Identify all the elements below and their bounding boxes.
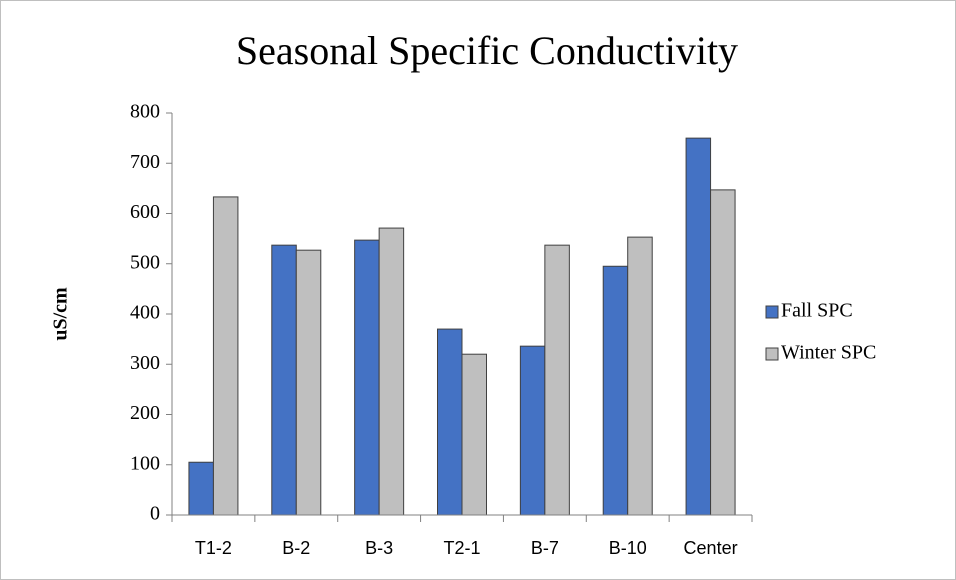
- bar: [710, 189, 736, 516]
- bar: [354, 239, 380, 516]
- y-tick-label: 800: [130, 101, 160, 123]
- bar: [544, 244, 570, 516]
- y-tick-label: 600: [130, 201, 160, 223]
- bar: [627, 236, 653, 516]
- y-tick-label: 200: [130, 402, 160, 424]
- y-tick-label: 300: [130, 352, 160, 374]
- y-tick-label: 700: [130, 151, 160, 173]
- x-tick-label: T2-1: [443, 538, 480, 558]
- x-tick-label: B-2: [282, 538, 310, 558]
- legend-label: Winter SPC: [781, 342, 876, 364]
- bar: [519, 345, 546, 516]
- legend-swatch: [765, 305, 779, 319]
- x-tick-label: Center: [684, 538, 738, 558]
- bar: [437, 328, 463, 516]
- legend-swatch: [765, 347, 779, 361]
- x-tick-label: B-10: [609, 538, 647, 558]
- bar: [685, 137, 712, 516]
- legend-label: Fall SPC: [781, 300, 853, 322]
- y-tick-label: 500: [130, 251, 160, 273]
- y-axis-label: uS/cm: [50, 287, 72, 341]
- bar: [271, 244, 297, 516]
- y-tick-label: 0: [150, 503, 160, 525]
- bar: [295, 249, 322, 516]
- bar: [461, 353, 487, 516]
- chart-title: Seasonal Specific Conductivity: [236, 28, 738, 73]
- bar: [212, 196, 239, 516]
- y-tick-label: 400: [130, 302, 160, 324]
- x-tick-label: T1-2: [195, 538, 232, 558]
- y-tick-label: 100: [130, 452, 160, 474]
- bar: [378, 227, 405, 516]
- x-tick-label: B-7: [531, 538, 559, 558]
- x-tick-label: B-3: [365, 538, 393, 558]
- bar: [602, 265, 629, 516]
- bar: [188, 461, 214, 516]
